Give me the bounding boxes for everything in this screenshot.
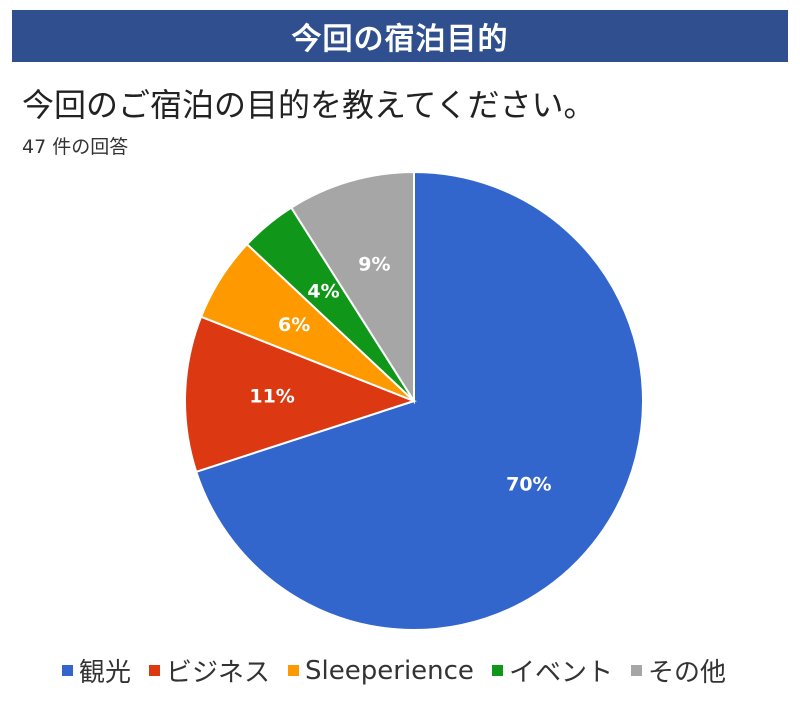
slice-label-3: 4% — [307, 281, 339, 303]
legend-item-4: その他 — [630, 652, 726, 689]
pie-slice-0 — [194, 170, 644, 631]
legend-label-2: Sleeperience — [305, 655, 474, 686]
survey-question: 今回のご宿泊の目的を教えてください。 — [22, 86, 596, 124]
response-count: 47 件の回答 — [22, 136, 129, 158]
legend-label-0: 観光 — [79, 658, 132, 688]
legend-swatch-1 — [149, 665, 161, 676]
chart-legend: 観光 ビジネス Sleeperience イベント その他 — [62, 652, 726, 689]
legend-swatch-3 — [491, 665, 503, 676]
slice-label-1: 11% — [249, 386, 294, 408]
title-banner: 今回の宿泊目的 — [12, 10, 788, 62]
legend-swatch-0 — [62, 665, 73, 676]
slice-label-0: 70% — [506, 473, 551, 495]
legend-item-1: ビジネス — [149, 652, 270, 689]
legend-item-3: イベント — [491, 652, 613, 689]
slice-label-2: 6% — [278, 314, 310, 336]
legend-swatch-2 — [288, 665, 300, 676]
legend-label-3: イベント — [508, 658, 613, 688]
legend-swatch-4 — [630, 665, 642, 676]
legend-item-0: 観光 — [62, 652, 131, 689]
legend-label-1: ビジネス — [166, 658, 271, 688]
pie-slice-4 — [289, 170, 415, 405]
legend-item-2: Sleeperience — [288, 656, 474, 686]
legend-label-4: その他 — [647, 658, 726, 688]
banner-title: 今回の宿泊目的 — [291, 22, 509, 57]
slice-label-4: 9% — [358, 254, 390, 276]
pie-slice-1 — [184, 315, 417, 474]
